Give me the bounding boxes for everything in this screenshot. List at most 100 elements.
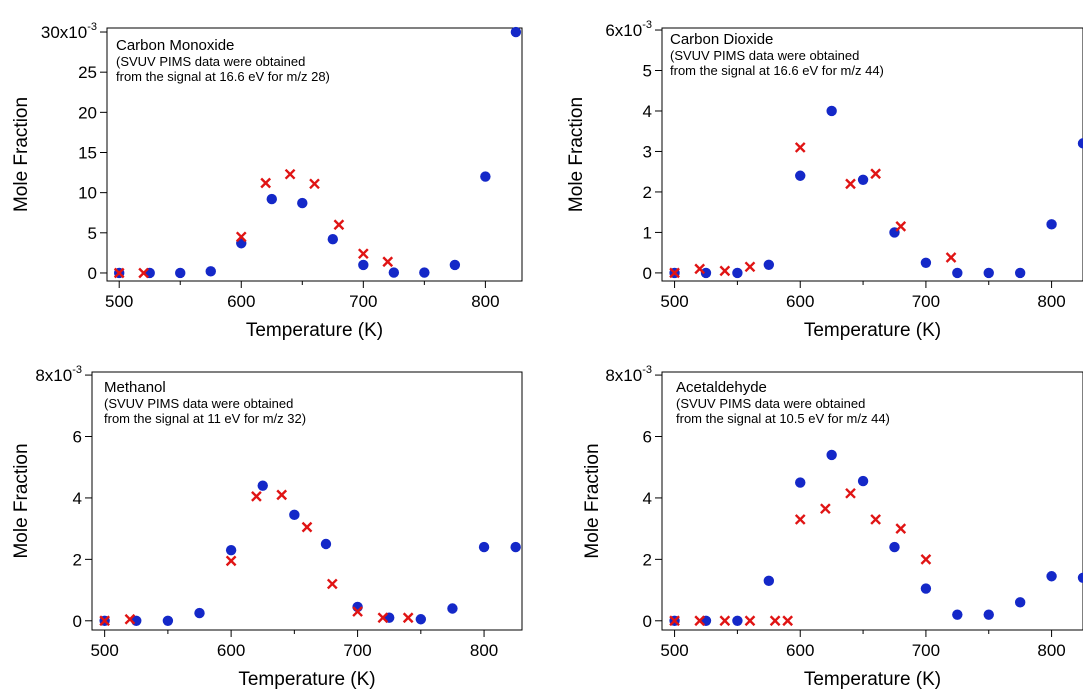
data-point-cross (260, 177, 272, 189)
y-tick-label: 0 (73, 612, 82, 631)
data-point-circle (225, 544, 237, 556)
data-point-circle (510, 541, 521, 553)
data-point-cross (794, 514, 806, 525)
data-point-cross (382, 256, 394, 268)
data-point-circle (297, 197, 308, 209)
x-tick-label: 600 (786, 292, 814, 311)
data-point-circle (358, 259, 369, 271)
y-tick-label: 0 (643, 264, 652, 283)
panel-carbon-monoxide: 500 600 700 800 0 5 10 15 20 25 30x10-3 Temperature… (11, 21, 523, 341)
y-tick-label: 20 (78, 103, 97, 122)
data-point-cross (309, 178, 320, 190)
data-point-circle (1014, 267, 1026, 279)
plot-frame (106, 27, 523, 282)
data-point-cross (845, 178, 856, 190)
data-point-cross (694, 263, 706, 275)
y-tick-label: 4 (643, 489, 652, 508)
y-tick-label: 2 (73, 550, 82, 569)
annotation-line: from the signal at 11 eV for m/z 32) (104, 411, 306, 426)
x-tick-label: 600 (217, 641, 245, 660)
annotation-title: Methanol (104, 379, 166, 396)
data-marks (669, 449, 1083, 627)
plot-frame (661, 371, 1083, 631)
data-point-cross (357, 248, 369, 260)
x-axis-title: Temperature (K) (804, 320, 941, 341)
data-point-circle (257, 480, 268, 491)
data-point-circle (763, 259, 775, 271)
x-axis-title: Temperature (K) (804, 669, 941, 690)
data-point-cross (377, 612, 389, 624)
y-axis-title: Mole Fraction (11, 97, 32, 212)
x-tick-label: 800 (471, 292, 499, 311)
data-point-cross (251, 491, 262, 502)
data-point-circle (920, 583, 932, 594)
y-tick-label: 1 (643, 223, 652, 242)
x-tick-label: 600 (227, 292, 255, 311)
x-tick-label: 700 (912, 641, 940, 660)
annotation-line: (SVUV PIMS data were obtained (676, 396, 865, 411)
data-point-circle (983, 267, 994, 279)
y-tick-label: 4 (643, 102, 652, 121)
x-axis-title: Temperature (K) (246, 320, 383, 341)
data-point-circle (889, 541, 900, 553)
data-point-cross (352, 606, 363, 617)
data-point-circle (857, 174, 869, 185)
data-point-circle (480, 171, 491, 182)
data-point-circle (763, 575, 775, 587)
data-point-cross (284, 168, 296, 180)
annotation-line: from the signal at 10.5 eV for m/z 44) (676, 411, 890, 426)
data-point-circle (1046, 219, 1057, 230)
data-point-cross (820, 503, 831, 515)
x-tick-label: 800 (1037, 292, 1065, 311)
data-point-cross (301, 521, 313, 533)
data-point-circle (205, 266, 216, 277)
y-tick-label: 6 (643, 428, 652, 447)
data-point-cross (113, 267, 125, 279)
data-point-circle (194, 607, 205, 619)
annotation-title: Carbon Monoxide (116, 37, 234, 54)
data-point-cross (945, 252, 957, 263)
data-point-cross (402, 612, 414, 624)
data-point-circle (1014, 597, 1026, 608)
data-point-circle (175, 267, 186, 279)
data-point-circle (1046, 571, 1057, 582)
panel-acetaldehyde: 500 600 700 800 0 2 4 6 8x10-3 Temperature (K) Mol… (582, 364, 1083, 690)
data-point-circle (320, 538, 332, 550)
y-tick-label: 2 (643, 183, 652, 202)
annotation-line: (SVUV PIMS data were obtained (116, 54, 305, 69)
x-tick-label: 500 (90, 641, 118, 660)
data-point-circle (1077, 572, 1083, 583)
x-tick-label: 500 (660, 641, 688, 660)
annotation-line: (SVUV PIMS data were obtained (104, 396, 293, 411)
data-point-circle (510, 26, 522, 38)
data-point-circle (983, 609, 994, 620)
x-tick-label: 800 (470, 641, 498, 660)
annotation-line: (SVUV PIMS data were obtained (670, 48, 859, 63)
data-point-cross (694, 615, 706, 627)
x-tick-label: 700 (349, 292, 377, 311)
data-point-circle (478, 541, 490, 553)
y-tick-label: 10 (78, 184, 97, 203)
data-point-circle (826, 105, 837, 117)
y-tick-label: 25 (78, 63, 97, 82)
y-tick-label: 3 (643, 142, 652, 161)
x-axis-title: Temperature (K) (238, 669, 375, 690)
data-point-circle (826, 449, 837, 461)
data-point-cross (225, 555, 237, 567)
plot-frame (91, 371, 523, 631)
data-marks (113, 26, 522, 279)
data-point-circle (952, 267, 963, 279)
y-tick-label-multiplier: 6x10-3 (605, 19, 652, 40)
x-tick-label: 700 (912, 292, 940, 311)
data-point-cross (276, 489, 288, 501)
data-point-cross (669, 267, 680, 279)
y-tick-label: 4 (73, 489, 82, 508)
y-tick-label: 2 (643, 550, 652, 569)
data-point-cross (769, 615, 781, 627)
y-axis-title: Mole Fraction (11, 443, 32, 558)
x-tick-label: 500 (105, 292, 133, 311)
data-point-circle (1077, 138, 1083, 149)
data-point-cross (669, 615, 680, 627)
data-point-circle (327, 234, 339, 245)
